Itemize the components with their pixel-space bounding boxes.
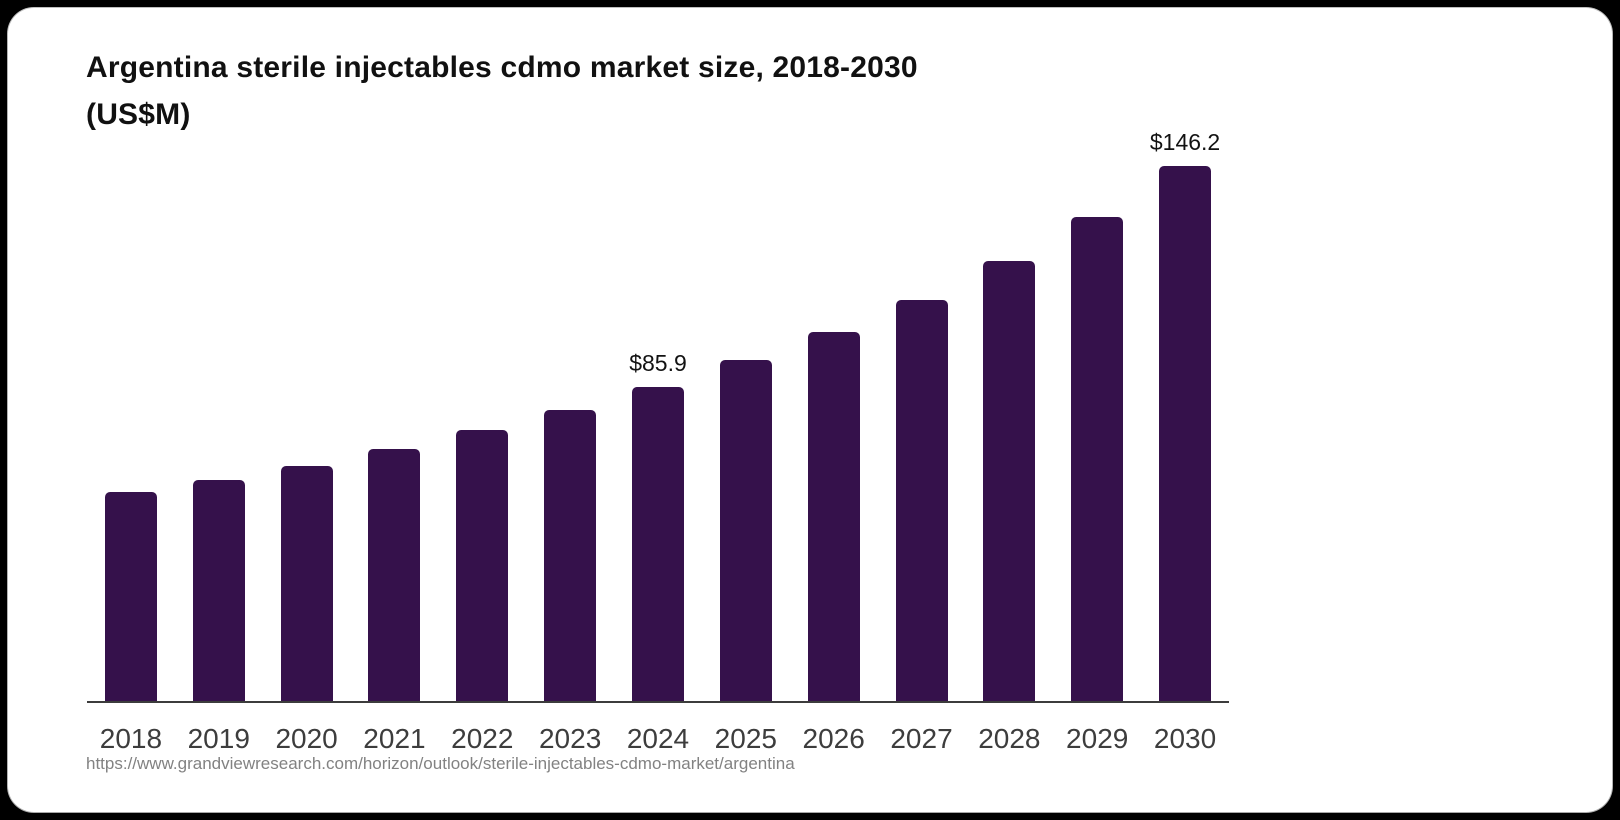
bar-slot-2020 (263, 148, 351, 701)
x-tick-label-2021: 2021 (363, 723, 426, 754)
bar-2021 (368, 449, 421, 701)
bar-2023 (544, 410, 597, 701)
x-tick-label-2029: 2029 (1066, 723, 1129, 754)
bar-chart: $85.9 $146.2 2018 2019 2020 2021 2022 2023 2024… (87, 129, 1229, 755)
chart-card: Argentina sterile injectables cdmo marke… (8, 8, 1612, 812)
x-tick-label-2022: 2022 (451, 723, 514, 754)
bar-2030 (1159, 166, 1212, 701)
bar-slot-2018 (87, 148, 175, 701)
x-tick-label-2026: 2026 (802, 723, 865, 754)
bar-2020 (280, 466, 333, 701)
bar-slot-2025 (702, 148, 790, 701)
x-tick-label-2030: 2030 (1153, 723, 1217, 754)
chart-title-line2: (US$M) (86, 98, 191, 131)
bar-2025 (719, 360, 772, 701)
bar-slot-2022 (438, 148, 526, 701)
bar-2024 (631, 387, 684, 701)
plot-area: $85.9 $146.2 (87, 129, 1229, 701)
bar-slot-2019 (175, 148, 263, 701)
x-tick-label-2020: 2020 (275, 723, 338, 754)
bar-slot-2021 (351, 148, 439, 701)
bar-slot-2026 (790, 148, 878, 701)
bar-2027 (895, 300, 948, 701)
x-tick-label-2028: 2028 (978, 723, 1041, 754)
bar-slot-2030: $146.2 (1141, 129, 1229, 701)
bar-2018 (104, 492, 157, 701)
x-tick-label-2023: 2023 (538, 723, 602, 754)
bar-slot-2027 (878, 148, 966, 701)
x-tick-label-2025: 2025 (714, 723, 777, 754)
bar-2022 (456, 430, 509, 701)
chart-title: Argentina sterile injectables cdmo marke… (86, 44, 918, 138)
bar-value-label-2030: $146.2 (1149, 129, 1221, 155)
x-tick-label-2018: 2018 (99, 723, 163, 754)
source-url: https://www.grandviewresearch.com/horizo… (86, 754, 795, 773)
bar-2019 (192, 480, 245, 701)
bar-slot-2023 (526, 148, 614, 701)
bar-2029 (1071, 217, 1124, 701)
bar-2026 (807, 332, 860, 701)
bar-2028 (983, 261, 1036, 701)
bar-slot-2028 (965, 148, 1053, 701)
chart-title-line1: Argentina sterile injectables cdmo marke… (86, 51, 918, 84)
bar-slot-2029 (1053, 148, 1141, 701)
x-tick-label-2024: 2024 (626, 723, 690, 754)
bar-value-label-2024: $85.9 (629, 350, 687, 376)
x-tick-label-2019: 2019 (187, 723, 250, 754)
bar-slot-2024: $85.9 (614, 148, 702, 701)
x-axis-tick-labels: 2018 2019 2020 2021 2022 2023 2024 2025 2026 2027… (87, 723, 1229, 755)
x-axis-line (87, 701, 1229, 703)
x-tick-label-2027: 2027 (890, 723, 953, 754)
